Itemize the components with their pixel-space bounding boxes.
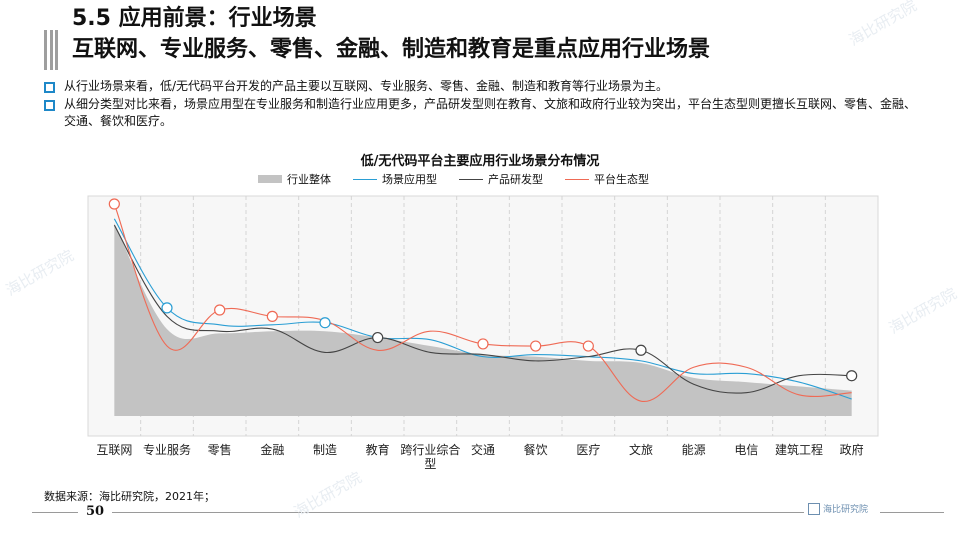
brand-logo: 海比研究院 bbox=[808, 502, 868, 515]
bullet-list: 从行业场景来看，低/无代码平台开发的产品主要以互联网、专业服务、零售、金融、制造… bbox=[44, 78, 924, 131]
legend-item: 场景应用型 bbox=[353, 171, 437, 187]
bullet-text: 从细分类型对比来看，场景应用型在专业服务和制造行业应用更多，产品研发型则在教育、… bbox=[64, 97, 917, 128]
x-tick-label: 交通 bbox=[471, 442, 495, 457]
legend-label: 产品研发型 bbox=[488, 173, 543, 186]
x-tick-label: 文旅 bbox=[629, 442, 653, 457]
logo-text: 海比研究院 bbox=[823, 505, 869, 515]
data-point-marker bbox=[161, 302, 173, 314]
page-title: 5.5 应用前景：行业场景 bbox=[72, 6, 317, 31]
square-bullet-icon bbox=[44, 82, 55, 93]
chart-legend: 行业整体 场景应用型 产品研发型 平台生态型 bbox=[258, 171, 671, 187]
chart-title: 低/无代码平台主要应用行业场景分布情况 bbox=[360, 154, 600, 169]
data-point-marker bbox=[477, 338, 489, 350]
page-subtitle: 互联网、专业服务、零售、金融、制造和教育是重点应用行业场景 bbox=[72, 37, 711, 62]
legend-item: 产品研发型 bbox=[459, 171, 543, 187]
series-area-行业整体 bbox=[114, 223, 852, 416]
series-line-场景应用型 bbox=[113, 218, 852, 400]
x-tick-label: 专业服务 bbox=[143, 442, 191, 457]
x-tick-label: 零售 bbox=[208, 442, 232, 457]
footer-divider bbox=[112, 512, 804, 513]
legend-swatch bbox=[258, 175, 282, 183]
legend-swatch bbox=[565, 178, 589, 180]
square-bullet-icon bbox=[44, 100, 55, 111]
title-accent-bar bbox=[44, 30, 58, 70]
legend-label: 行业整体 bbox=[287, 173, 331, 186]
data-point-marker bbox=[214, 304, 226, 316]
x-tick-label: 制造 bbox=[313, 443, 337, 457]
data-point-marker bbox=[530, 340, 542, 352]
footer-divider bbox=[880, 512, 944, 513]
x-tick-label: 电信 bbox=[734, 443, 758, 457]
series-line-产品研发型 bbox=[113, 224, 852, 394]
data-point-marker bbox=[635, 344, 647, 356]
x-tick-label: 金融 bbox=[260, 442, 284, 457]
data-point-marker bbox=[319, 317, 331, 329]
data-point-marker bbox=[582, 340, 594, 352]
legend-item: 行业整体 bbox=[258, 171, 331, 187]
legend-label: 平台生态型 bbox=[594, 173, 649, 186]
x-tick-label: 医疗 bbox=[576, 443, 600, 457]
x-tick-label: 建筑工程 bbox=[775, 442, 823, 457]
data-point-marker bbox=[108, 198, 120, 210]
data-point-marker bbox=[372, 331, 384, 344]
data-point-marker bbox=[846, 370, 858, 382]
bullet-item: 从细分类型对比来看，场景应用型在专业服务和制造行业应用更多，产品研发型则在教育、… bbox=[44, 96, 924, 130]
source-note: 数据来源：海比研究院，2021年； bbox=[44, 490, 215, 503]
data-point-marker bbox=[266, 310, 278, 322]
x-tick-label: 政府 bbox=[840, 442, 864, 457]
x-tick-label: 互联网 bbox=[96, 443, 132, 457]
footer-divider bbox=[32, 512, 78, 513]
logo-icon bbox=[808, 502, 820, 515]
legend-item: 平台生态型 bbox=[565, 171, 649, 187]
x-tick-label: 餐饮 bbox=[524, 442, 548, 457]
page-number: 50 bbox=[86, 504, 105, 519]
bullet-text: 从行业场景来看，低/无代码平台开发的产品主要以互联网、专业服务、零售、金融、制造… bbox=[64, 79, 669, 93]
legend-label: 场景应用型 bbox=[382, 173, 437, 186]
legend-swatch bbox=[459, 178, 483, 180]
x-tick-label: 教育 bbox=[366, 442, 390, 457]
legend-swatch bbox=[353, 178, 377, 180]
x-tick-label: 跨行业综合型 bbox=[400, 442, 460, 471]
bullet-item: 从行业场景来看，低/无代码平台开发的产品主要以互联网、专业服务、零售、金融、制造… bbox=[44, 78, 924, 95]
x-tick-label: 能源 bbox=[682, 443, 706, 457]
